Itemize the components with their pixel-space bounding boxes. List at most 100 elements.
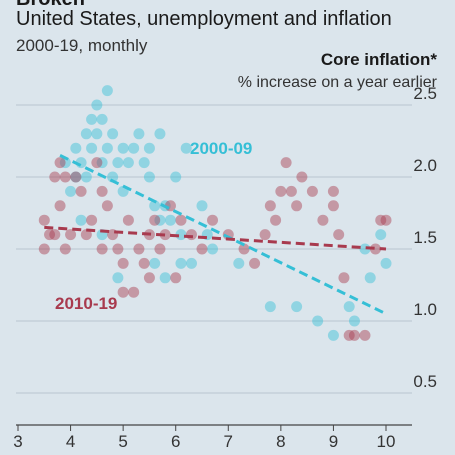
data-point [80, 229, 92, 241]
data-point [80, 171, 92, 183]
data-point [96, 243, 108, 255]
data-point [91, 99, 103, 111]
chart-title: United States, unemployment and inflatio… [16, 8, 392, 30]
y-axis-subtitle: % increase on a year earlier [237, 74, 437, 91]
data-point [380, 214, 392, 226]
data-point [259, 229, 271, 241]
y-tick-label: 0.5 [413, 372, 437, 391]
data-point [149, 200, 161, 212]
data-point [143, 142, 155, 154]
axis-labels: 0.5 1.0 1.5 2.0 2.5 3 4 5 6 7 8 9 10 [13, 84, 437, 451]
data-point [312, 315, 324, 327]
data-point [59, 157, 71, 169]
data-point [44, 229, 56, 241]
data-point [49, 171, 61, 183]
data-point [96, 185, 108, 197]
data-point [380, 257, 392, 269]
data-point [112, 243, 124, 255]
data-point [154, 214, 166, 226]
data-point [112, 157, 124, 169]
x-tick-label: 7 [224, 432, 233, 451]
chart-subtitle: 2000-19, monthly [16, 36, 148, 55]
data-point [128, 286, 140, 298]
y-axis-title: Core inflation* [320, 50, 437, 69]
data-point [327, 200, 339, 212]
data-point [38, 243, 50, 255]
data-point [138, 257, 150, 269]
data-point [154, 243, 166, 255]
data-point [59, 171, 71, 183]
data-point [75, 185, 87, 197]
data-point [343, 301, 355, 313]
trend-label: 2000-09 [190, 139, 252, 158]
data-point [117, 142, 129, 154]
data-point [306, 185, 318, 197]
x-tick-label: 4 [66, 432, 75, 451]
data-point [80, 128, 92, 140]
x-tick-label: 10 [377, 432, 396, 451]
data-point [343, 329, 355, 341]
x-tick-label: 6 [171, 432, 180, 451]
data-point [291, 301, 303, 313]
data-point [59, 243, 71, 255]
data-point [375, 214, 387, 226]
data-point [233, 257, 245, 269]
data-point [270, 214, 282, 226]
data-point [207, 243, 219, 255]
data-point [180, 142, 192, 154]
data-point [117, 286, 129, 298]
data-point [164, 214, 176, 226]
data-point [86, 214, 98, 226]
data-point [296, 171, 308, 183]
data-point [54, 200, 66, 212]
data-point [327, 329, 339, 341]
data-point [175, 214, 187, 226]
data-point [175, 257, 187, 269]
data-point [196, 243, 208, 255]
data-point [196, 200, 208, 212]
data-point [275, 185, 287, 197]
data-point [143, 272, 155, 284]
data-point [75, 214, 87, 226]
data-point [154, 128, 166, 140]
data-point [291, 200, 303, 212]
data-point [101, 200, 113, 212]
data-point [170, 171, 182, 183]
data-point [112, 272, 124, 284]
data-point [249, 257, 261, 269]
data-point [54, 157, 66, 169]
data-point [138, 157, 150, 169]
data-point [122, 214, 134, 226]
trend-lines: 2000-09 2010-19 [44, 139, 387, 316]
trend-line [59, 154, 387, 316]
data-point [348, 315, 360, 327]
data-point [338, 272, 350, 284]
data-point [375, 229, 387, 241]
data-point [91, 128, 103, 140]
x-tick-label: 8 [276, 432, 285, 451]
data-point [348, 329, 360, 341]
data-point [159, 229, 171, 241]
trend-line [44, 225, 387, 251]
y-tick-label: 1.5 [413, 228, 437, 247]
data-point [86, 113, 98, 125]
data-point [280, 157, 292, 169]
data-point [128, 142, 140, 154]
data-point [91, 157, 103, 169]
data-point [170, 272, 182, 284]
data-point [149, 214, 161, 226]
y-tick-label: 2.5 [413, 84, 437, 103]
data-point [107, 128, 119, 140]
grid-lines [16, 104, 412, 431]
data-point [133, 128, 145, 140]
data-point [133, 243, 145, 255]
y-tick-label: 1.0 [413, 300, 437, 319]
data-point [238, 243, 250, 255]
data-point [70, 171, 82, 183]
data-point [49, 229, 61, 241]
data-point [107, 171, 119, 183]
data-point [70, 171, 82, 183]
data-point [122, 157, 134, 169]
data-point [96, 157, 108, 169]
